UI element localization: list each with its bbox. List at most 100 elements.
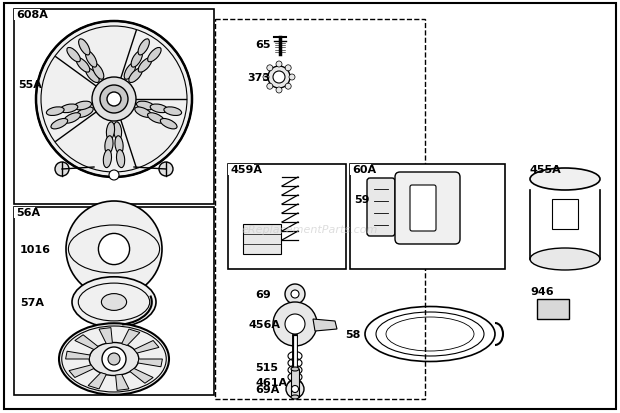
Text: 456A: 456A: [248, 319, 280, 329]
Bar: [350, 165, 505, 269]
Polygon shape: [313, 319, 337, 331]
Circle shape: [109, 171, 119, 180]
Ellipse shape: [124, 64, 136, 80]
Ellipse shape: [113, 123, 122, 140]
Text: 56A: 56A: [16, 208, 40, 218]
Polygon shape: [122, 329, 140, 346]
Ellipse shape: [74, 102, 92, 111]
Bar: [14, 207, 35, 218]
Ellipse shape: [60, 105, 78, 114]
Circle shape: [285, 84, 291, 90]
Circle shape: [276, 62, 282, 68]
Polygon shape: [69, 365, 94, 377]
Circle shape: [285, 66, 291, 71]
Ellipse shape: [86, 52, 97, 68]
Circle shape: [159, 163, 173, 177]
Circle shape: [100, 86, 128, 114]
Text: 59: 59: [354, 195, 370, 204]
Polygon shape: [75, 335, 98, 350]
Ellipse shape: [131, 52, 143, 68]
FancyBboxPatch shape: [410, 185, 436, 231]
Bar: [14, 10, 40, 21]
Text: 65: 65: [255, 40, 270, 50]
Circle shape: [291, 290, 299, 298]
Text: 55A: 55A: [18, 80, 42, 90]
Circle shape: [107, 93, 121, 107]
Polygon shape: [115, 375, 129, 390]
Circle shape: [55, 163, 69, 177]
Polygon shape: [88, 373, 107, 389]
Bar: [552, 199, 578, 230]
Ellipse shape: [164, 107, 182, 116]
Text: 946: 946: [530, 286, 554, 296]
Ellipse shape: [72, 277, 156, 328]
Bar: [215, 20, 425, 399]
Ellipse shape: [148, 48, 161, 63]
Circle shape: [291, 386, 298, 392]
Circle shape: [276, 88, 282, 94]
Circle shape: [285, 314, 305, 334]
Circle shape: [108, 353, 120, 365]
Ellipse shape: [79, 40, 90, 56]
Ellipse shape: [76, 59, 90, 73]
Ellipse shape: [102, 294, 126, 311]
Ellipse shape: [46, 107, 64, 116]
Text: 455A: 455A: [530, 165, 562, 175]
Polygon shape: [99, 328, 112, 344]
Ellipse shape: [92, 64, 104, 80]
Ellipse shape: [148, 114, 164, 124]
Circle shape: [102, 347, 126, 371]
Circle shape: [267, 84, 273, 90]
Polygon shape: [134, 341, 159, 353]
Bar: [14, 207, 214, 395]
Ellipse shape: [135, 108, 151, 118]
Ellipse shape: [115, 136, 123, 154]
Text: 58: 58: [345, 329, 360, 339]
Bar: [228, 165, 254, 176]
Text: 69A: 69A: [255, 384, 280, 394]
Ellipse shape: [107, 123, 115, 140]
Bar: [291, 369, 299, 397]
Text: 57A: 57A: [20, 297, 44, 307]
Bar: [14, 10, 214, 204]
Text: 373: 373: [247, 73, 270, 83]
Polygon shape: [130, 368, 153, 383]
Ellipse shape: [86, 69, 99, 83]
Text: 69: 69: [255, 289, 271, 299]
Ellipse shape: [129, 69, 142, 83]
Circle shape: [286, 380, 304, 398]
Circle shape: [267, 66, 273, 71]
Text: 60A: 60A: [352, 165, 376, 175]
Circle shape: [289, 75, 295, 81]
Ellipse shape: [51, 119, 68, 130]
FancyBboxPatch shape: [367, 178, 395, 236]
Ellipse shape: [161, 119, 177, 130]
Polygon shape: [138, 359, 162, 367]
Ellipse shape: [530, 248, 600, 271]
Ellipse shape: [117, 150, 125, 168]
FancyBboxPatch shape: [395, 173, 460, 244]
Text: eReplacementParts.com: eReplacementParts.com: [242, 224, 378, 235]
Circle shape: [92, 78, 136, 122]
Polygon shape: [66, 351, 90, 359]
Circle shape: [285, 284, 305, 304]
Ellipse shape: [138, 59, 152, 73]
Ellipse shape: [89, 343, 139, 375]
Ellipse shape: [104, 150, 112, 168]
Circle shape: [273, 72, 285, 84]
Ellipse shape: [291, 395, 299, 399]
Bar: [350, 165, 371, 176]
Ellipse shape: [99, 234, 130, 265]
Text: 461A: 461A: [255, 377, 287, 387]
Text: 608A: 608A: [16, 10, 48, 21]
Ellipse shape: [59, 323, 169, 395]
Text: 459A: 459A: [230, 165, 262, 175]
Bar: [243, 224, 281, 254]
Bar: [537, 299, 569, 319]
Circle shape: [268, 67, 290, 89]
Ellipse shape: [136, 102, 154, 111]
Ellipse shape: [530, 169, 600, 190]
Ellipse shape: [291, 367, 299, 371]
Ellipse shape: [67, 48, 81, 63]
Circle shape: [263, 75, 269, 81]
